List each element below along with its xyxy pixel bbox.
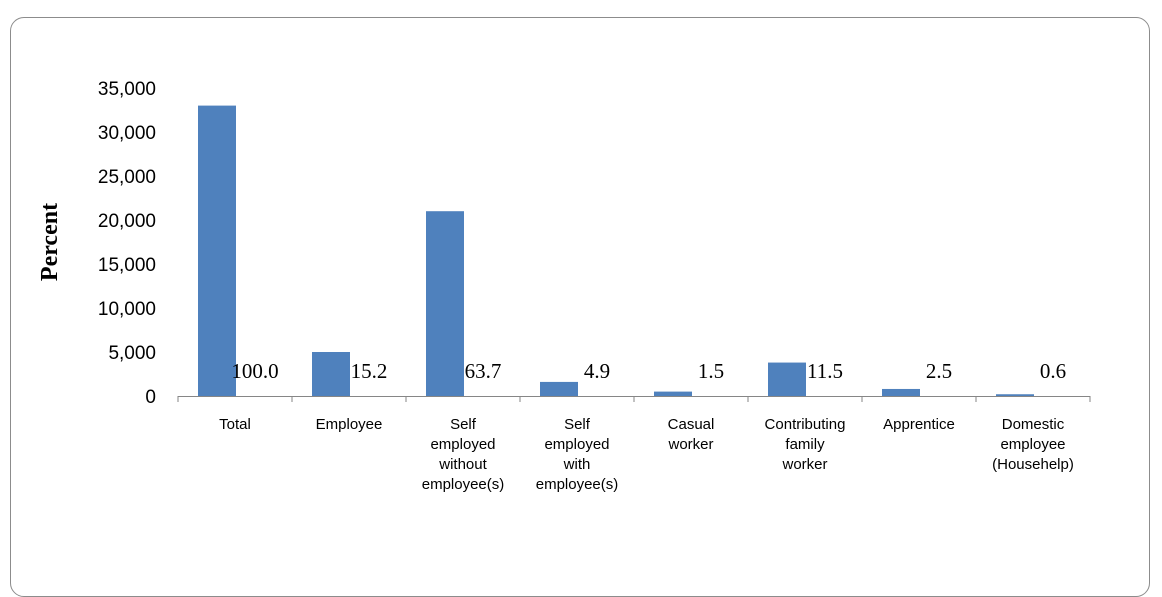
- category-label-line: employee(s): [536, 476, 619, 493]
- category-label-line: employee: [1000, 436, 1065, 453]
- bar: [768, 362, 806, 396]
- category-label-line: without: [438, 456, 487, 473]
- category-label: Self employed with employee(s): [536, 416, 619, 493]
- bar: [540, 381, 578, 396]
- data-label: 4.9: [584, 359, 610, 383]
- category-label: Apprentice: [883, 416, 955, 433]
- category-label-line: employed: [430, 436, 495, 453]
- category-label-line: family: [785, 436, 825, 453]
- category-label-line: with: [563, 456, 591, 473]
- data-label: 0.6: [1040, 359, 1066, 383]
- y-tick-label: 0: [145, 387, 156, 408]
- category-label-line: Self: [564, 416, 591, 433]
- category-label: Casual worker: [667, 416, 714, 453]
- bar: [882, 388, 920, 396]
- y-axis-label: Percent: [37, 203, 63, 281]
- data-label: 2.5: [926, 359, 952, 383]
- y-tick-label: 5,000: [108, 343, 156, 364]
- bar: [654, 391, 692, 396]
- category-label-line: Casual: [668, 416, 715, 433]
- data-label: 15.2: [351, 359, 388, 383]
- bar: [312, 352, 350, 396]
- category-label-line: employee(s): [422, 476, 505, 493]
- bar: [198, 105, 236, 396]
- category-label-line: Domestic: [1002, 416, 1065, 433]
- data-label: 63.7: [465, 359, 502, 383]
- y-tick-label: 20,000: [98, 211, 156, 232]
- y-tick-label: 25,000: [98, 167, 156, 188]
- category-label: Domestic employee (Househelp): [992, 416, 1074, 473]
- category-label-line: worker: [667, 436, 713, 453]
- category-label: Total: [219, 416, 251, 433]
- y-tick-label: 35,000: [98, 79, 156, 100]
- category-label-line: Apprentice: [883, 416, 955, 433]
- bar: [996, 394, 1034, 396]
- bar-chart: 0 5,000 10,000 15,000 20,000 25,000 30,000 35,0…: [37, 79, 1091, 493]
- bar: [426, 211, 464, 396]
- y-tick-label: 10,000: [98, 299, 156, 320]
- data-label: 11.5: [807, 359, 843, 383]
- category-label: Contributing family worker: [765, 416, 846, 473]
- category-label-line: Employee: [316, 416, 383, 433]
- category-label: Self employed without employee(s): [422, 416, 505, 493]
- data-label: 100.0: [231, 359, 278, 383]
- category-label-line: worker: [781, 456, 827, 473]
- category-label-line: Total: [219, 416, 251, 433]
- data-label: 1.5: [698, 359, 724, 383]
- category-label-line: employed: [544, 436, 609, 453]
- y-tick-label: 30,000: [98, 123, 156, 144]
- category-label-line: Self: [450, 416, 477, 433]
- y-tick-label: 15,000: [98, 255, 156, 276]
- category-label-line: (Househelp): [992, 456, 1074, 473]
- category-label: Employee: [316, 416, 383, 433]
- category-label-line: Contributing: [765, 416, 846, 433]
